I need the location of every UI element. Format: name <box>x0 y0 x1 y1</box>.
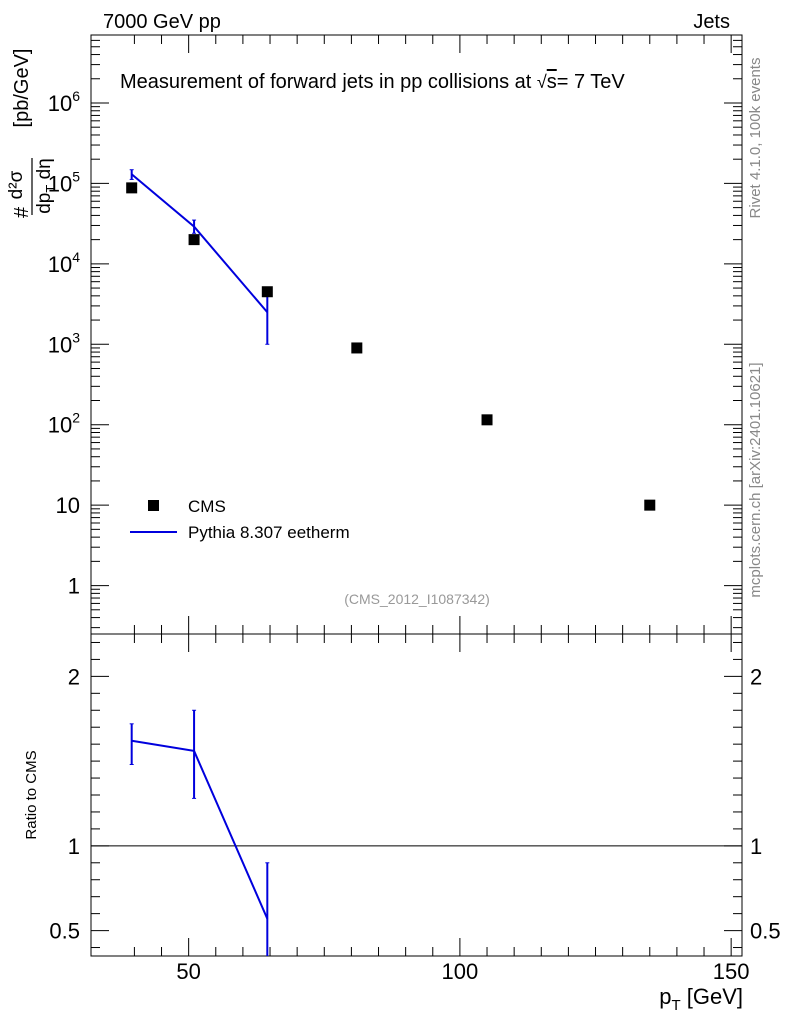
main-y-axis-label: # d²σ dpT dη [pb/GeV] <box>6 49 58 218</box>
main-y-tick-label: 104 <box>48 249 80 277</box>
main-y-tick-label: 103 <box>48 329 80 357</box>
main-axis-ticks <box>91 34 742 634</box>
plot-title-suffix: = 7 TeV <box>557 71 626 93</box>
ratio-plot-frame <box>90 633 743 957</box>
main-y-tick-label: 102 <box>48 410 80 438</box>
tick-base: 10 <box>48 332 72 357</box>
ratio-y-tick-label: 2 <box>68 664 80 689</box>
mcplots-side-label: mcplots.cern.ch [arXiv:2401.10621] <box>747 362 764 597</box>
plot-title-s: s <box>547 71 557 93</box>
legend-cms-label: CMS <box>188 497 226 516</box>
ratio-y-tick-label: 0.5 <box>49 919 80 944</box>
tick-exponent: 6 <box>72 88 80 104</box>
header-right-label: Jets <box>693 11 730 33</box>
main-y-tick-label: 1 <box>68 574 80 599</box>
tick-base: 10 <box>56 493 80 518</box>
header-left-label: 7000 GeV pp <box>103 11 221 33</box>
ratio-y-tick-label-right: 2 <box>750 664 762 689</box>
plot-title: Measurement of forward jets in pp collis… <box>120 71 625 93</box>
ratio-pythia-line <box>131 739 269 920</box>
cms-point <box>126 182 138 194</box>
y-label-deta: dη <box>34 158 55 184</box>
x-axis-label: pT [GeV] <box>659 984 743 1014</box>
analysis-annotation: (CMS_2012_I1087342) <box>344 591 490 607</box>
x-label-p: p <box>659 984 671 1009</box>
x-tick-labels: 50 100 150 <box>176 959 749 984</box>
cms-point <box>261 286 273 298</box>
ratio-axis-ticks <box>91 634 742 956</box>
tick-base: 1 <box>68 574 80 599</box>
cms-point <box>481 414 493 426</box>
rivet-side-label: Rivet 4.1.0, 100k events <box>747 58 764 219</box>
legend-pythia-label: Pythia 8.307 eetherm <box>188 523 350 542</box>
x-label-unit: [GeV] <box>681 984 743 1009</box>
ratio-y-tick-label-right: 0.5 <box>750 919 781 944</box>
main-plot-frame <box>90 34 743 635</box>
cms-point <box>188 234 200 246</box>
plot-title-prefix: Measurement of forward jets in pp collis… <box>120 71 537 93</box>
y-label-numerator: d²σ <box>6 170 27 199</box>
y-label-hash: # <box>11 206 33 218</box>
y-label-dp: dp <box>34 193 55 214</box>
tick-base: 10 <box>48 413 72 438</box>
cms-series <box>126 182 656 511</box>
y-label-sub-t: T <box>43 185 58 193</box>
ratio-y-tick-labels-left: 210.5 <box>49 664 80 943</box>
tick-base: 10 <box>48 91 72 116</box>
y-label-unit: [pb/GeV] <box>11 49 33 128</box>
x-tick-label: 150 <box>713 959 750 984</box>
y-label-denominator: dpT dη <box>34 158 58 214</box>
legend: CMS Pythia 8.307 eetherm <box>130 497 350 542</box>
main-y-tick-label: 105 <box>48 168 80 196</box>
ratio-pythia-series <box>129 709 270 956</box>
plot-title-sqrt: √ <box>537 72 547 92</box>
ratio-y-tick-label: 1 <box>68 834 80 859</box>
tick-base: 10 <box>48 171 72 196</box>
cms-point <box>351 342 363 354</box>
x-tick-label: 50 <box>176 959 200 984</box>
tick-exponent: 2 <box>72 410 80 426</box>
main-y-tick-label: 10 <box>56 493 80 518</box>
tick-exponent: 3 <box>72 329 80 345</box>
tick-exponent: 4 <box>72 249 80 265</box>
legend-cms-marker <box>148 500 159 511</box>
main-y-tick-label: 106 <box>48 88 80 116</box>
tick-base: 10 <box>48 252 72 277</box>
tick-exponent: 5 <box>72 168 80 184</box>
x-tick-label: 100 <box>442 959 479 984</box>
pythia-series <box>129 169 270 345</box>
ratio-y-axis-label: Ratio to CMS <box>23 750 40 839</box>
x-label-sub-t: T <box>671 997 680 1014</box>
cms-point <box>644 499 656 511</box>
ratio-y-tick-labels-right: 210.5 <box>750 664 781 943</box>
ratio-y-tick-label-right: 1 <box>750 834 762 859</box>
